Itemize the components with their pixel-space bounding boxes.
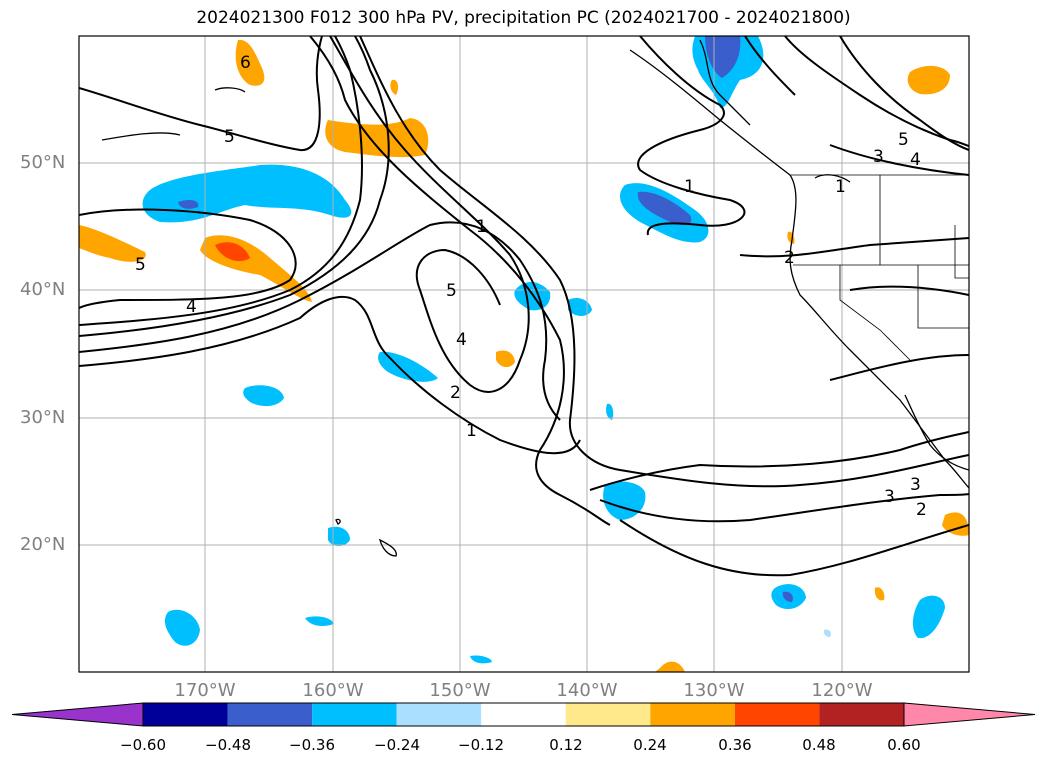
precip-negative-core (782, 591, 793, 602)
colorbar-tick: 0.12 (549, 736, 583, 754)
contour-label: 4 (910, 150, 921, 170)
contour-label: 1 (835, 177, 846, 197)
colorbar-segment (565, 703, 651, 726)
precip-positive-blob (235, 39, 265, 86)
contour-label: 3 (910, 475, 921, 495)
colorbar-segment (396, 703, 482, 726)
colorbar-tick: −0.24 (374, 736, 420, 754)
lon-label: 160°W (302, 680, 364, 701)
contour-label: 2 (784, 248, 795, 268)
plot-frame (78, 35, 970, 673)
coastlines (101, 39, 969, 557)
contour-label: 5 (446, 281, 457, 301)
colorbar-segment (312, 703, 397, 726)
colorbar-tick: 0.48 (802, 736, 836, 754)
colorbar-segment (481, 703, 566, 726)
contour-label: 1 (466, 421, 477, 441)
plot-area (79, 36, 969, 672)
precip-positive-blob (79, 225, 146, 262)
contour-label: 5 (898, 130, 909, 150)
precip-negative-blob (243, 385, 284, 407)
lon-label: 120°W (811, 680, 873, 701)
contour-label: 6 (240, 53, 251, 73)
contour-label: 5 (135, 255, 146, 275)
colorbar-segment (734, 703, 820, 726)
precip-negative-blob (823, 629, 831, 637)
colorbar-extend-min (11, 702, 144, 727)
colorbar-segment (819, 703, 904, 726)
contour-label: 3 (873, 147, 884, 167)
colorbar (11, 702, 1036, 727)
precip-positive-core (215, 242, 250, 262)
precip-negative-core (178, 199, 199, 209)
colorbar-tick: 0.36 (718, 736, 752, 754)
contour-label: 2 (916, 500, 927, 520)
precip-positive-blob (874, 587, 885, 601)
precip-positive-blob (655, 661, 685, 672)
precip-positive-blob (390, 79, 399, 95)
state-borders (790, 174, 969, 361)
colorbar-tick: 0.24 (633, 736, 667, 754)
colorbar-extend-max (903, 702, 1036, 727)
precip-negative-blob (568, 298, 592, 316)
colorbar-frame (142, 702, 905, 727)
gridlines (79, 36, 969, 672)
lat-label: 40°N (20, 279, 66, 300)
colorbar-tick: −0.48 (205, 736, 251, 754)
lon-label: 170°W (174, 680, 236, 701)
contour-label: 5 (224, 127, 235, 147)
contour-label: 4 (186, 297, 197, 317)
lat-label: 50°N (20, 152, 66, 173)
contour-label: 3 (884, 487, 895, 507)
contour-label: 1 (684, 177, 695, 197)
colorbar-segment (143, 703, 228, 726)
precip-positive-blob (496, 350, 515, 368)
lat-label: 30°N (20, 407, 66, 428)
colorbar-tick: 0.60 (887, 736, 921, 754)
contour-label: 2 (450, 383, 461, 403)
precip-negative-blob (378, 351, 438, 382)
colorbar-tick: −0.60 (120, 736, 166, 754)
pv-contours (79, 36, 969, 577)
precip-negative-blob (912, 595, 945, 639)
map-title: 2024021300 F012 300 hPa PV, precipitatio… (196, 8, 851, 28)
precip-negative-blob (164, 609, 200, 646)
precip-negative-blob (305, 616, 334, 626)
contour-label: 1 (476, 217, 487, 237)
colorbar-segment (227, 703, 313, 726)
lon-label: 130°W (683, 680, 745, 701)
lat-label: 20°N (20, 534, 66, 555)
colorbar-tick: −0.12 (458, 736, 504, 754)
precip-positive-blob (907, 65, 950, 95)
precip-negative-blob (606, 403, 614, 420)
precip-positive-blob (942, 512, 969, 536)
colorbar-tick: −0.36 (289, 736, 335, 754)
pv-contour-labels: 6 5 4 5 1 5 4 2 1 1 5 3 4 1 2 3 3 2 (135, 53, 927, 520)
colorbar-segment (650, 703, 735, 726)
lon-label: 140°W (556, 680, 618, 701)
lon-label: 150°W (429, 680, 491, 701)
precip-negative-blob (470, 655, 492, 664)
contour-label: 4 (456, 330, 467, 350)
precip-negative-core (637, 191, 692, 226)
